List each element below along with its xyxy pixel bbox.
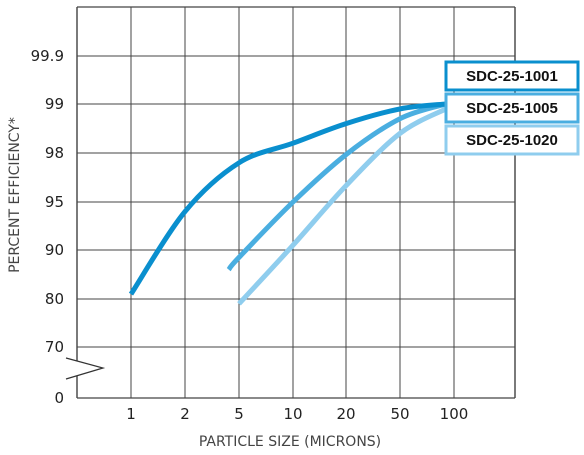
x-tick-label: 5 — [234, 405, 244, 423]
legend-box — [444, 60, 580, 92]
series-lines — [128, 101, 447, 306]
series-line-sdc-25-1005 — [226, 101, 447, 272]
legend-box — [444, 92, 580, 124]
series-line-sdc-25-1020 — [237, 106, 447, 306]
axis-break-gap — [66, 358, 103, 379]
y-tick-label: 95 — [45, 193, 64, 211]
legend-box — [444, 124, 580, 156]
y-tick-label: 99.9 — [31, 47, 64, 65]
axis-break — [65, 357, 106, 380]
y-tick-label: 90 — [45, 241, 64, 259]
y-axis-label: PERCENT EFFICIENCY* — [7, 117, 23, 273]
y-tick-label: 70 — [45, 338, 64, 356]
y-tick-label: 99 — [45, 95, 64, 113]
x-tick-label: 10 — [283, 405, 302, 423]
y-tick-label: 0 — [54, 389, 64, 407]
x-tick-label: 20 — [336, 405, 355, 423]
x-tick-label: 100 — [440, 405, 469, 423]
x-tick-label: 2 — [180, 405, 190, 423]
legend-label: SDC-25-1001 — [466, 68, 558, 85]
legend-label: SDC-25-1005 — [466, 100, 558, 117]
y-tick-label: 80 — [45, 290, 64, 308]
axis-break-mark — [65, 357, 106, 380]
legend: SDC-25-1001 SDC-25-1005 SDC-25-1020 — [444, 60, 580, 156]
y-tick-label: 98 — [45, 144, 64, 162]
x-tick-label: 50 — [390, 405, 409, 423]
tick-labels: 1 2 5 10 20 50 100 0 70 80 90 95 98 99 99.9 — [31, 47, 469, 423]
series-line-sdc-25-1001 — [128, 101, 447, 296]
legend-label: SDC-25-1020 — [466, 132, 558, 149]
x-tick-label: 1 — [126, 405, 136, 423]
x-axis-label: PARTICLE SIZE (MICRONS) — [199, 434, 381, 450]
